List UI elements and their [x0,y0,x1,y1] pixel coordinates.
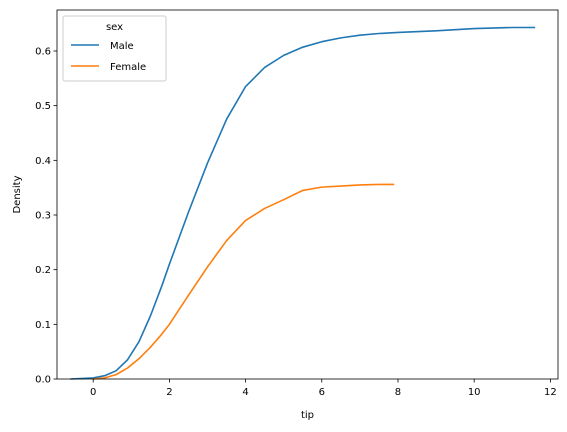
y-tick-label: 0.4 [35,156,51,167]
x-tick-label: 0 [90,387,96,398]
y-tick-label: 0.6 [35,47,51,58]
x-axis-label: tip [301,410,314,421]
series-lines [70,26,536,380]
y-tick-label: 0.1 [35,320,51,331]
x-tick-label: 12 [544,387,557,398]
legend-box [62,15,167,82]
x-tick-label: 4 [242,387,248,398]
legend: sex Male Female [62,15,167,82]
legend-label-male: Male [110,41,134,52]
axis-ticks: 0 2 4 6 8 10 12 0.0 0.1 0.2 0.3 0.4 0.5 0.6 [35,47,557,399]
x-tick-label: 2 [166,387,172,398]
y-tick-label: 0.0 [35,375,51,386]
x-tick-label: 6 [319,387,325,398]
y-tick-label: 0.3 [35,211,51,222]
series-line-female [93,183,395,380]
x-tick-label: 8 [395,387,401,398]
y-axis-label: Density [12,175,23,213]
plot-frame [56,9,559,380]
legend-label-female: Female [110,62,146,73]
series-line-male [70,26,536,380]
legend-title: sex [106,22,123,33]
y-tick-label: 0.5 [35,101,51,112]
y-tick-label: 0.2 [35,265,51,276]
x-tick-label: 10 [468,387,481,398]
